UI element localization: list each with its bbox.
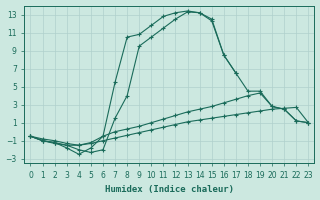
X-axis label: Humidex (Indice chaleur): Humidex (Indice chaleur) xyxy=(105,185,234,194)
